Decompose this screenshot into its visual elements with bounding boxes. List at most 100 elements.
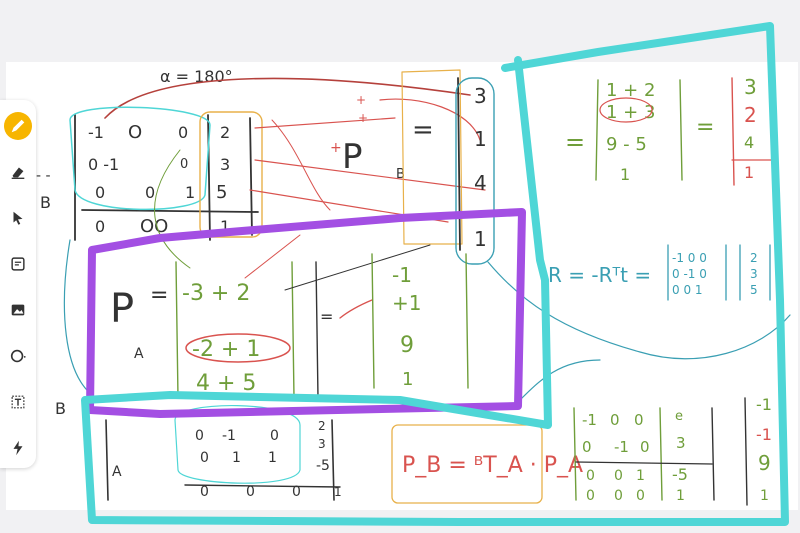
matrix-3: 0 -1 0 0 1 1 0 0 0 2 3 -5 1 bbox=[105, 405, 342, 501]
svg-text:5: 5 bbox=[750, 283, 758, 297]
result-column: = 1 + 2 1 + 3 9 - 5 1 = bbox=[565, 79, 714, 184]
translation-expression: R = -Rᵀt = -1 0 0 0 -1 0 0 0 1 2 3 5 bbox=[548, 244, 771, 301]
svg-text:1: 1 bbox=[185, 183, 195, 202]
red-arc bbox=[104, 77, 471, 119]
svg-text:OO: OO bbox=[140, 216, 168, 237]
svg-text:0: 0 bbox=[95, 217, 105, 236]
transform-box bbox=[391, 424, 543, 504]
svg-text:2: 2 bbox=[744, 103, 757, 127]
text-tool-button[interactable] bbox=[4, 388, 32, 416]
svg-text:0: 0 bbox=[200, 450, 209, 466]
frame-label-b: B bbox=[40, 193, 51, 212]
red-line-1 bbox=[254, 117, 396, 129]
eq-sign-1: = bbox=[412, 115, 434, 145]
red-line-6 bbox=[244, 234, 301, 279]
eq-sign-3: = bbox=[320, 307, 333, 326]
plus-mark-2: + bbox=[358, 111, 368, 125]
svg-text:-1: -1 bbox=[88, 123, 104, 142]
svg-text:0: 0 bbox=[145, 183, 155, 202]
svg-text:0 -1: 0 -1 bbox=[88, 155, 119, 174]
pa-entries: -3 + 2 -2 + 1 4 + 5 bbox=[175, 261, 319, 399]
frame-label-a: A bbox=[112, 464, 122, 480]
pb-sub: B bbox=[396, 167, 405, 182]
svg-text:0: 0 bbox=[200, 484, 209, 500]
svg-text:-1: -1 bbox=[756, 425, 772, 444]
note-tool-button[interactable] bbox=[4, 250, 32, 278]
svg-text:0: 0 bbox=[634, 411, 644, 429]
svg-text:0: 0 bbox=[270, 428, 279, 444]
plus-mark-3: + bbox=[330, 140, 342, 156]
result-value-column: 3 2 4 1 bbox=[731, 75, 773, 186]
pen-tool-button[interactable] bbox=[4, 112, 32, 140]
svg-text:-5: -5 bbox=[316, 458, 330, 474]
image-tool-button[interactable] bbox=[4, 296, 32, 324]
svg-text:1 + 3: 1 + 3 bbox=[606, 102, 655, 123]
svg-text:2: 2 bbox=[220, 123, 230, 142]
svg-text:-1 0 0: -1 0 0 bbox=[672, 251, 707, 265]
shapes-tool-button[interactable] bbox=[4, 342, 32, 370]
lightning-tool-button[interactable] bbox=[4, 434, 32, 462]
frame-label-b2: B bbox=[55, 399, 66, 418]
page-sheet bbox=[6, 62, 798, 510]
circle-shape-icon bbox=[10, 349, 26, 363]
svg-text:0: 0 bbox=[246, 484, 255, 500]
svg-text:0: 0 bbox=[582, 438, 592, 456]
pa-column: -1 +1 9 1 bbox=[371, 253, 469, 390]
svg-text:1: 1 bbox=[232, 450, 241, 466]
svg-text:0: 0 bbox=[195, 428, 204, 444]
transform-equation: P_B = ᴮT_A · P_A bbox=[402, 453, 583, 478]
svg-text:-1: -1 bbox=[582, 411, 597, 429]
eraser-tool-button[interactable] bbox=[4, 158, 32, 186]
pa-sub: A bbox=[134, 346, 144, 362]
svg-text:0: 0 bbox=[636, 488, 645, 504]
svg-text:3: 3 bbox=[676, 434, 686, 452]
svg-text:9: 9 bbox=[758, 451, 771, 475]
svg-text:1: 1 bbox=[402, 369, 413, 390]
svg-text:-1: -1 bbox=[614, 438, 629, 456]
svg-text:e: e bbox=[675, 409, 683, 424]
svg-text:-1: -1 bbox=[756, 395, 772, 414]
svg-text:1: 1 bbox=[636, 468, 645, 484]
pb-column: 3 1 4 1 bbox=[455, 77, 495, 265]
dash-eq: - - bbox=[36, 168, 51, 184]
svg-text:1: 1 bbox=[474, 227, 487, 251]
cursor-arrow-icon bbox=[13, 211, 23, 225]
svg-text:0: 0 bbox=[586, 488, 595, 504]
svg-text:9: 9 bbox=[400, 333, 414, 358]
orange-box-pb bbox=[401, 69, 463, 245]
svg-text:3: 3 bbox=[474, 84, 487, 108]
red-arrow bbox=[339, 299, 373, 319]
red-line-4 bbox=[379, 98, 481, 141]
pa-label: P bbox=[110, 286, 134, 332]
svg-text:1: 1 bbox=[676, 488, 685, 504]
svg-text:0 -1 0: 0 -1 0 bbox=[672, 267, 707, 281]
svg-text:1: 1 bbox=[268, 450, 277, 466]
svg-text:3: 3 bbox=[220, 155, 230, 174]
svg-text:2: 2 bbox=[750, 251, 758, 265]
svg-text:4: 4 bbox=[474, 171, 487, 195]
svg-text:3: 3 bbox=[750, 267, 758, 281]
sticky-note-icon bbox=[11, 257, 25, 271]
svg-text:1: 1 bbox=[334, 485, 342, 499]
eq-sign-2: = bbox=[150, 283, 168, 308]
svg-text:O: O bbox=[128, 122, 142, 143]
svg-text:-2 + 1: -2 + 1 bbox=[192, 337, 260, 362]
left-toolbar bbox=[0, 100, 36, 468]
svg-text:1: 1 bbox=[620, 165, 630, 184]
svg-text:4: 4 bbox=[744, 133, 754, 152]
select-tool-button[interactable] bbox=[4, 204, 32, 232]
svg-text:0: 0 bbox=[614, 488, 623, 504]
pb-label: P bbox=[342, 137, 363, 177]
svg-text:-1: -1 bbox=[222, 428, 236, 444]
pen-icon bbox=[11, 119, 25, 133]
text-box-icon bbox=[11, 395, 25, 409]
svg-text:0: 0 bbox=[610, 411, 620, 429]
svg-text:0: 0 bbox=[178, 123, 188, 142]
lightning-icon bbox=[13, 440, 23, 456]
red-line-2 bbox=[254, 159, 486, 191]
svg-text:-5: -5 bbox=[672, 465, 688, 484]
teal-highlight-frame bbox=[81, 22, 789, 526]
svg-text:1: 1 bbox=[220, 217, 230, 236]
green-curve bbox=[154, 149, 191, 269]
